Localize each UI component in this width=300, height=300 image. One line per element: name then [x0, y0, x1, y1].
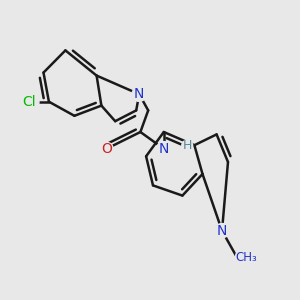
Circle shape — [157, 142, 171, 156]
Text: H: H — [182, 139, 192, 152]
Text: CH₃: CH₃ — [235, 251, 257, 264]
Text: O: O — [101, 142, 112, 156]
Circle shape — [236, 247, 256, 268]
Text: N: N — [134, 87, 144, 101]
Circle shape — [100, 142, 113, 155]
Circle shape — [215, 224, 229, 238]
Text: N: N — [217, 224, 227, 238]
Circle shape — [182, 140, 193, 151]
Circle shape — [132, 87, 146, 101]
Text: Cl: Cl — [22, 95, 36, 109]
Circle shape — [20, 92, 39, 111]
Text: N: N — [159, 142, 169, 156]
